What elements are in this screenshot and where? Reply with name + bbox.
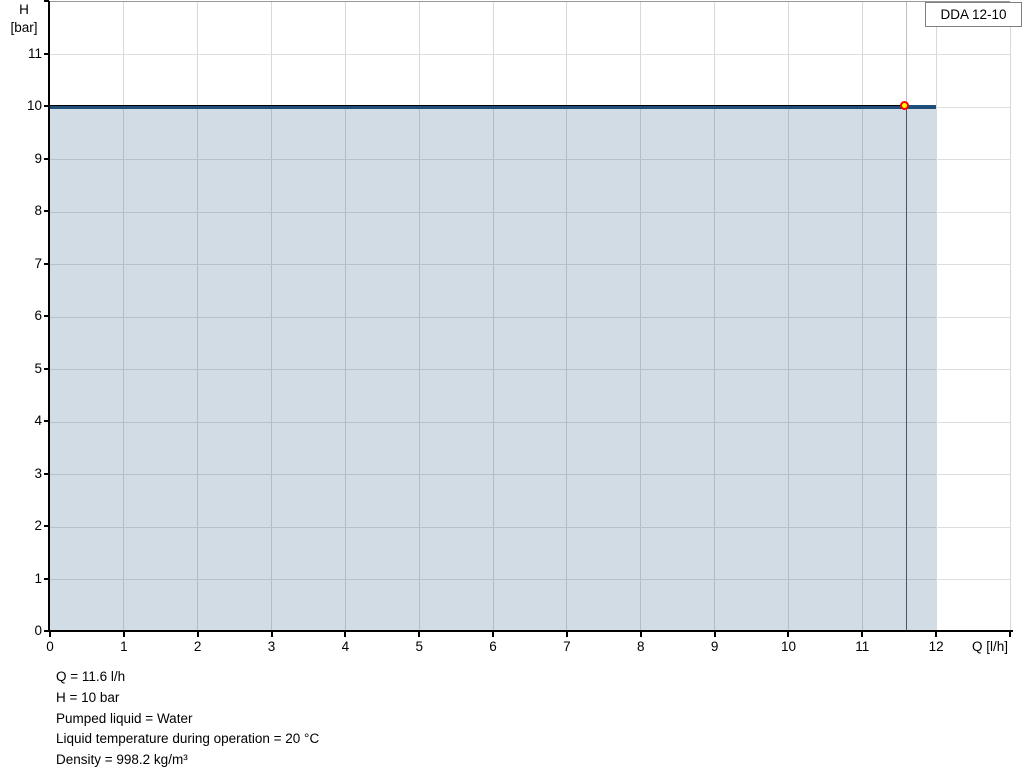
x-axis-tick-label: 7 (563, 639, 571, 654)
x-axis-line (50, 630, 1013, 632)
x-axis-tick (787, 632, 790, 637)
pump-curve-line (50, 105, 937, 109)
x-axis-tick (861, 632, 864, 637)
gridline-horizontal (50, 579, 1010, 580)
pump-model-label: DDA 12-10 (940, 7, 1007, 22)
y-axis-tick (44, 105, 49, 107)
x-axis-tick-label: 4 (341, 639, 350, 654)
x-axis-tick-label: 9 (710, 639, 719, 654)
x-axis-tick (492, 632, 495, 637)
y-axis-tick-label: 6 (34, 308, 42, 323)
duty-point-vertical-line-lower (906, 107, 908, 632)
y-axis-tick (44, 315, 49, 317)
x-axis-tick-label: 10 (780, 639, 796, 654)
y-axis-tick (44, 52, 49, 55)
x-axis-tick (49, 632, 51, 637)
duty-info-block: Q = 11.6 l/h H = 10 bar Pumped liquid = Wa… (56, 667, 319, 771)
gridline-horizontal (50, 526, 1010, 528)
y-axis-tick (44, 472, 49, 475)
gridline-vertical (1009, 2, 1011, 631)
duty-point-marker (900, 100, 910, 110)
x-axis-tick (270, 632, 273, 637)
y-axis-tick-label: 10 (26, 98, 42, 113)
gridline-horizontal (50, 474, 1010, 475)
x-axis-tick (935, 632, 938, 637)
y-axis-tick (44, 577, 49, 580)
x-axis-tick (122, 632, 125, 637)
y-axis-tick-label: 8 (34, 203, 42, 218)
x-axis-tick (196, 632, 199, 637)
x-axis-tick-label: 11 (855, 639, 870, 654)
y-axis-tick-label: 3 (34, 465, 42, 481)
y-axis-tick-label: 7 (34, 255, 42, 271)
info-line: Pumped liquid = Water (56, 710, 193, 726)
x-axis-tick (565, 632, 568, 637)
x-axis-tick (1009, 632, 1011, 637)
y-axis-tick (44, 630, 49, 632)
x-axis-tick-label: 12 (928, 639, 944, 654)
y-axis-tick-label: 11 (27, 45, 42, 61)
y-axis-tick-label: 9 (34, 150, 42, 166)
y-axis-tick-label: 2 (34, 518, 42, 533)
pump-curve-area-fill (50, 108, 937, 632)
y-axis-tick-label: 0 (34, 623, 42, 638)
gridline-horizontal (50, 421, 1010, 423)
y-axis-tick (44, 525, 49, 527)
x-axis-tick (418, 632, 421, 637)
x-axis-tick (639, 632, 642, 637)
x-axis-tick-label: 1 (120, 639, 128, 654)
gridline-horizontal (50, 211, 1010, 213)
x-axis-tick (713, 632, 716, 637)
plot-area (50, 1, 1011, 632)
x-axis-title: Q [l/h] (971, 639, 1008, 654)
gridline-horizontal (50, 369, 1010, 370)
x-axis-tick-label: 3 (267, 639, 276, 654)
gridline-horizontal (50, 316, 1010, 318)
x-axis-tick-label: 2 (193, 639, 202, 654)
y-axis-tick-label: 1 (34, 570, 42, 586)
gridline-horizontal (50, 159, 1010, 160)
y-axis-tick (44, 367, 49, 370)
y-axis-tick (44, 157, 49, 160)
y-axis-title-symbol: H (19, 2, 29, 17)
y-axis-tick (44, 262, 49, 265)
info-line: H = 10 bar (56, 689, 120, 705)
y-axis-title-unit: [bar] (10, 20, 38, 35)
y-axis-title: H [bar] (2, 1, 46, 37)
duty-point-vertical-line-upper (906, 2, 908, 107)
gridline-horizontal (50, 264, 1010, 265)
y-axis-tick-label: 4 (34, 413, 42, 428)
x-axis-tick (344, 632, 347, 637)
pump-model-badge: DDA 12-10 (925, 2, 1022, 27)
y-axis-tick (44, 210, 49, 212)
y-axis-line (48, 1, 50, 632)
x-axis-tick-label: 0 (46, 639, 54, 654)
gridline-horizontal (50, 54, 1010, 55)
info-line: Density = 998.2 kg/m³ (56, 752, 188, 768)
y-axis-tick-label: 5 (34, 360, 42, 376)
x-axis-tick-label: 5 (415, 639, 423, 654)
y-axis-tick (44, 0, 49, 2)
x-axis-tick-label: 8 (637, 639, 645, 654)
x-axis-tick-label: 6 (489, 639, 497, 654)
info-line: Liquid temperature during operation = 20… (56, 731, 320, 747)
info-line: Q = 11.6 l/h (56, 669, 126, 684)
duty-point-horizontal-line (50, 105, 907, 106)
y-axis-tick (44, 420, 49, 422)
